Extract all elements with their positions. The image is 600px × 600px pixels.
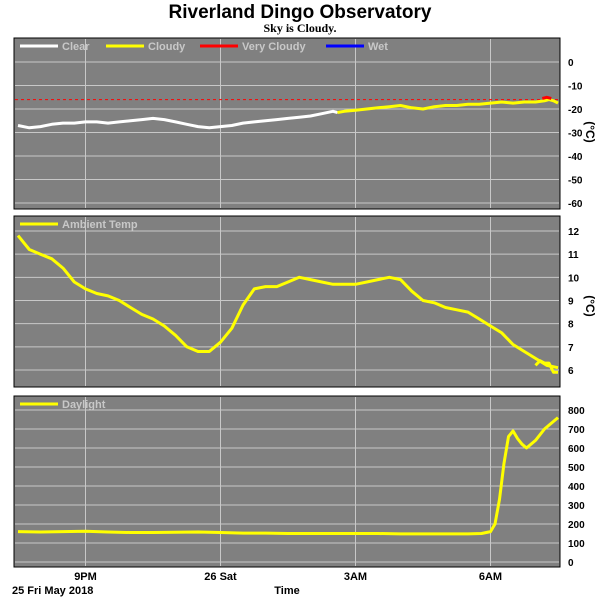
x-tick-label: 6AM: [479, 571, 502, 583]
daylight-panel: 800 700 600 500 400 300 200 100 0 Daylight: [13, 395, 585, 569]
legend-label: Daylight: [62, 399, 106, 411]
series-line-daylight: [17, 416, 559, 536]
y-tick-label: -50: [568, 176, 583, 187]
y-tick-label: 800: [568, 406, 585, 417]
y-axis-unit: (°C): [583, 121, 597, 142]
y-tick-label: 11: [568, 250, 579, 261]
series-line-very-cloudy: [541, 95, 552, 100]
y-tick-label: 500: [568, 463, 585, 474]
x-axis-label: Time: [274, 585, 299, 597]
legend-label: Very Cloudy: [242, 41, 306, 53]
series-line-clear: [17, 109, 338, 130]
y-tick-label: 200: [568, 520, 585, 531]
series-line-ambient-temp: [16, 234, 559, 370]
y-tick-label: -60: [568, 199, 583, 210]
series-line-cloudy: [337, 98, 559, 114]
footer-date: 25 Fri May 2018: [12, 585, 93, 597]
legend-label: Wet: [368, 41, 388, 53]
y-tick-label: 10: [568, 273, 580, 284]
y-tick-label: 600: [568, 444, 585, 455]
y-tick-label: 700: [568, 425, 585, 436]
y-tick-label: 100: [568, 539, 585, 550]
y-axis-unit: (°C): [583, 295, 597, 316]
y-tick-label: 8: [568, 320, 574, 331]
x-tick-label: 26 Sat: [204, 571, 237, 583]
sky-temp-panel-bg: [13, 37, 561, 210]
ambient-temp-panel-bg: [13, 215, 561, 388]
sky-temp-panel: 0 -10 -20 -30 -40 -50 -60 (°C) Clear Cloudy Very C…: [13, 37, 597, 210]
y-tick-label: 7: [568, 343, 574, 354]
y-tick-label: 9: [568, 297, 574, 308]
y-tick-label: -30: [568, 129, 583, 140]
chart-title: Riverland Dingo Observatory: [169, 2, 432, 23]
legend-label: Clear: [62, 41, 90, 53]
legend-label: Ambient Temp: [62, 219, 138, 231]
series-line-ambient-temp-end-: [534, 359, 558, 374]
legend-label: Cloudy: [148, 41, 186, 53]
y-tick-label: 400: [568, 482, 585, 493]
y-tick-label: 0: [568, 58, 574, 69]
x-tick-label: 9PM: [74, 571, 97, 583]
y-tick-label: 0: [568, 558, 574, 569]
y-tick-label: -20: [568, 105, 583, 116]
y-tick-label: 300: [568, 501, 585, 512]
chart-subtitle: Sky is Cloudy.: [263, 21, 336, 35]
y-tick-label: 12: [568, 227, 580, 238]
y-tick-label: -40: [568, 152, 583, 163]
x-tick-label: 3AM: [344, 571, 367, 583]
y-tick-label: -10: [568, 82, 583, 93]
ambient-temp-panel: 12 11 10 9 8 7 6 (°C) Ambient Temp: [13, 215, 597, 388]
daylight-panel-bg: [13, 395, 561, 568]
y-tick-label: 6: [568, 366, 574, 377]
x-axis-ticks: 9PM 26 Sat 3AM 6AM: [74, 571, 502, 583]
